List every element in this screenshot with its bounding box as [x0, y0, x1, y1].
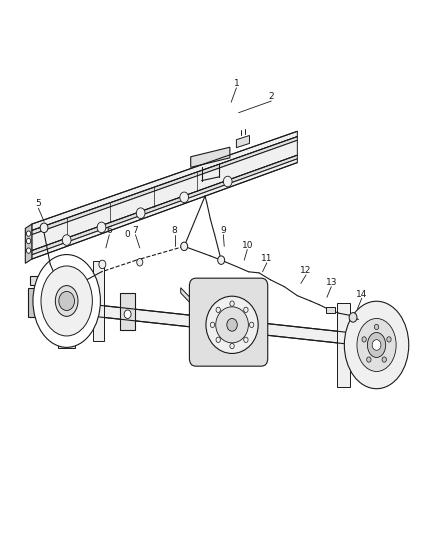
Text: 14: 14	[356, 289, 367, 298]
Circle shape	[26, 248, 31, 253]
FancyBboxPatch shape	[325, 307, 335, 313]
Circle shape	[216, 307, 220, 312]
Text: 5: 5	[35, 199, 41, 208]
Polygon shape	[32, 155, 297, 255]
Text: 11: 11	[261, 254, 272, 263]
Circle shape	[59, 292, 74, 311]
Circle shape	[26, 238, 31, 244]
Circle shape	[349, 313, 357, 322]
FancyBboxPatch shape	[189, 278, 268, 366]
Circle shape	[362, 337, 366, 342]
Ellipse shape	[344, 301, 409, 389]
Text: 12: 12	[300, 266, 312, 275]
Polygon shape	[84, 304, 376, 347]
Text: 6: 6	[106, 226, 112, 235]
Circle shape	[230, 343, 234, 349]
Circle shape	[136, 208, 145, 219]
Polygon shape	[25, 224, 32, 263]
Circle shape	[372, 340, 381, 350]
Circle shape	[62, 235, 71, 245]
Polygon shape	[337, 303, 350, 387]
Text: 2: 2	[268, 92, 274, 101]
Circle shape	[40, 223, 48, 232]
Ellipse shape	[206, 296, 258, 353]
Polygon shape	[32, 136, 297, 235]
Circle shape	[244, 337, 248, 343]
Ellipse shape	[33, 255, 100, 348]
Circle shape	[223, 176, 232, 187]
Polygon shape	[93, 261, 104, 341]
Circle shape	[124, 310, 131, 318]
Circle shape	[227, 318, 237, 331]
Polygon shape	[32, 159, 297, 259]
Ellipse shape	[216, 307, 248, 343]
Polygon shape	[28, 288, 39, 317]
Text: 9: 9	[220, 226, 226, 235]
Text: 7: 7	[133, 226, 138, 235]
Circle shape	[230, 301, 234, 306]
Circle shape	[218, 256, 225, 264]
Text: 8: 8	[172, 226, 177, 235]
Polygon shape	[32, 131, 297, 230]
Ellipse shape	[357, 318, 396, 372]
Polygon shape	[191, 147, 230, 167]
Ellipse shape	[55, 286, 78, 317]
Circle shape	[382, 357, 386, 362]
Circle shape	[387, 337, 391, 342]
Circle shape	[180, 192, 188, 203]
Circle shape	[216, 337, 220, 343]
Ellipse shape	[41, 266, 92, 336]
Text: 13: 13	[325, 278, 337, 287]
Polygon shape	[237, 135, 250, 148]
Circle shape	[374, 324, 379, 329]
Circle shape	[210, 322, 215, 327]
Circle shape	[250, 322, 254, 327]
Polygon shape	[181, 288, 196, 309]
Polygon shape	[58, 333, 75, 348]
Polygon shape	[339, 321, 353, 369]
Circle shape	[99, 260, 106, 269]
Polygon shape	[30, 276, 44, 285]
Text: 10: 10	[241, 241, 253, 250]
Circle shape	[244, 307, 248, 312]
Text: 0: 0	[125, 230, 131, 239]
Ellipse shape	[367, 333, 386, 358]
Circle shape	[97, 222, 106, 233]
Polygon shape	[120, 293, 135, 330]
Circle shape	[181, 242, 187, 251]
Circle shape	[26, 231, 31, 236]
Polygon shape	[32, 140, 297, 251]
Text: 1: 1	[233, 79, 239, 88]
Circle shape	[367, 357, 371, 362]
Circle shape	[137, 259, 143, 266]
